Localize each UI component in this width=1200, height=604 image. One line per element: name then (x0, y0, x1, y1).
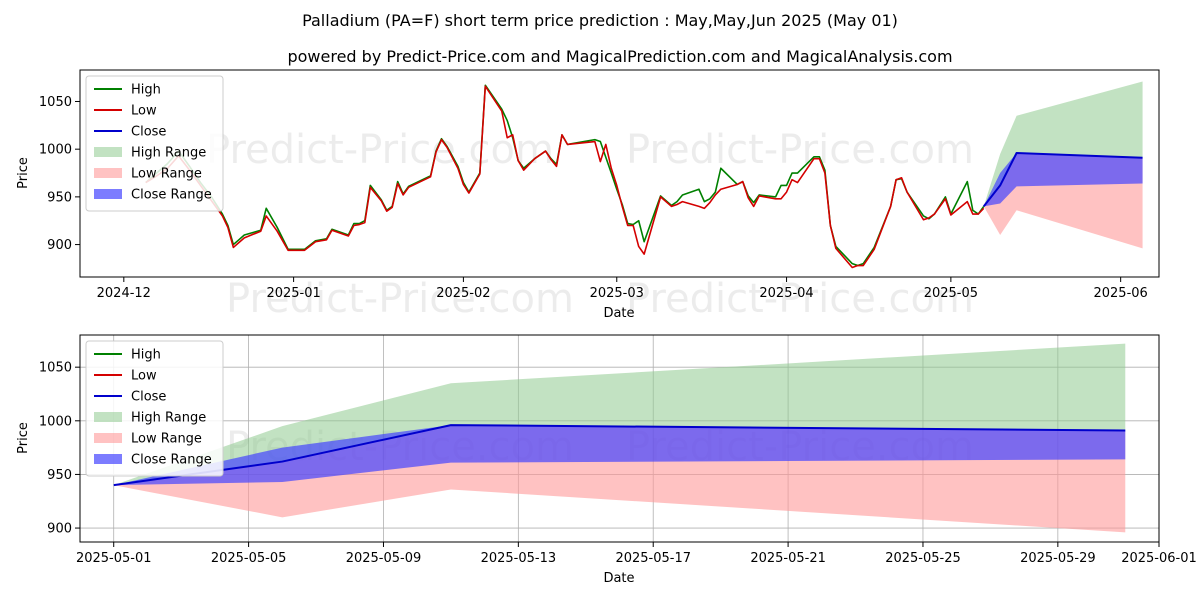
x-axis-label: Date (603, 571, 634, 586)
chart-title: Palladium (PA=F) short term price predic… (302, 11, 898, 30)
x-tick-label: 2025-05-01 (76, 551, 152, 566)
legend-label: Close (131, 390, 166, 405)
x-tick-label: 2025-05-13 (481, 551, 557, 566)
x-tick-label: 2025-05-21 (750, 551, 826, 566)
x-tick-label: 2025-03 (590, 286, 644, 301)
legend: High Low Close High Range Low Range Close Ran… (85, 340, 224, 477)
x-tick-label: 2025-05-29 (1020, 551, 1096, 566)
legend-label: Low (131, 369, 157, 384)
x-tick-label: 2025-05-05 (211, 551, 287, 566)
legend-label: Low Range (131, 167, 202, 182)
x-tick-label: 2025-02 (436, 286, 490, 301)
forecast-panel: Predict-Price.com Predict-Price.com 2025… (16, 334, 1197, 586)
low-series-line (145, 85, 985, 269)
legend: High Low Close High Range Low Range Close Ran… (85, 75, 224, 212)
y-tick-label: 1000 (39, 143, 72, 158)
legend-label: High Range (131, 411, 206, 426)
legend-swatch (94, 168, 122, 178)
x-tick-label: 2025-06-01 (1121, 551, 1197, 566)
watermark-text: Predict-Price.com (626, 127, 974, 173)
high-range-band (983, 81, 1143, 207)
y-tick-label: 1050 (39, 361, 72, 376)
x-tick-label: 2024-12 (97, 286, 151, 301)
x-tick-label: 2025-05-17 (615, 551, 691, 566)
y-tick-label: 900 (47, 238, 72, 253)
legend-swatch (94, 454, 122, 464)
legend-swatch (94, 412, 122, 422)
x-tick-label: 2025-04 (759, 286, 813, 301)
close-range-band (983, 152, 1143, 207)
y-tick-label: 1000 (39, 414, 72, 429)
main-price-panel: Predict-Price.com Predict-Price.com Pred… (16, 69, 1160, 322)
close-range-band (113, 425, 1126, 486)
x-tick-label: 2025-05-09 (346, 551, 422, 566)
series-lines (145, 84, 1143, 269)
legend-label: Close Range (131, 453, 212, 468)
legend-label: High (131, 83, 161, 98)
x-tick-label: 2025-05 (924, 286, 978, 301)
watermark-layer: Predict-Price.com Predict-Price.com Pred… (206, 127, 974, 322)
x-tick-label: 2025-05-25 (885, 551, 961, 566)
legend-swatch (94, 147, 122, 157)
y-tick-label: 1050 (39, 95, 72, 110)
close-series-line (982, 151, 1143, 208)
range-fills (113, 343, 1126, 533)
y-tick-label: 950 (47, 468, 72, 483)
x-tick-label: 2025-06 (1093, 286, 1147, 301)
high-range-band (113, 343, 1126, 486)
y-tick-label: 950 (47, 190, 72, 205)
legend-label: Low (131, 104, 157, 119)
x-axis: 2024-12 2025-01 2025-02 2025-03 2025-04 2025-… (97, 277, 1148, 301)
x-tick-label: 2025-01 (266, 286, 320, 301)
y-tick-label: 900 (47, 522, 72, 537)
range-fills (983, 81, 1143, 249)
legend-label: High Range (131, 146, 206, 161)
watermark-text: Predict-Price.com (206, 127, 554, 173)
legend-swatch (94, 433, 122, 443)
y-axis: 900 950 1000 1050 (39, 361, 80, 537)
high-series-line (145, 84, 985, 267)
legend-label: High (131, 348, 161, 363)
legend-label: Low Range (131, 432, 202, 447)
watermark-text: Predict-Price.com (626, 276, 974, 322)
x-axis: 2025-05-01 2025-05-05 2025-05-09 2025-05-13… (76, 542, 1197, 566)
x-axis-label: Date (603, 306, 634, 321)
y-axis: 900 950 1000 1050 (39, 95, 80, 253)
watermark-text: Predict-Price.com (226, 276, 574, 322)
legend-swatch (94, 189, 122, 199)
legend-label: Close Range (131, 188, 212, 203)
plot-frame (79, 334, 1160, 543)
chart-subtitle: powered by Predict-Price.com and Magical… (287, 47, 952, 66)
y-axis-label: Price (16, 157, 31, 189)
legend-label: Close (131, 125, 166, 140)
y-axis-label: Price (16, 422, 31, 454)
plot-frame (79, 69, 1160, 278)
